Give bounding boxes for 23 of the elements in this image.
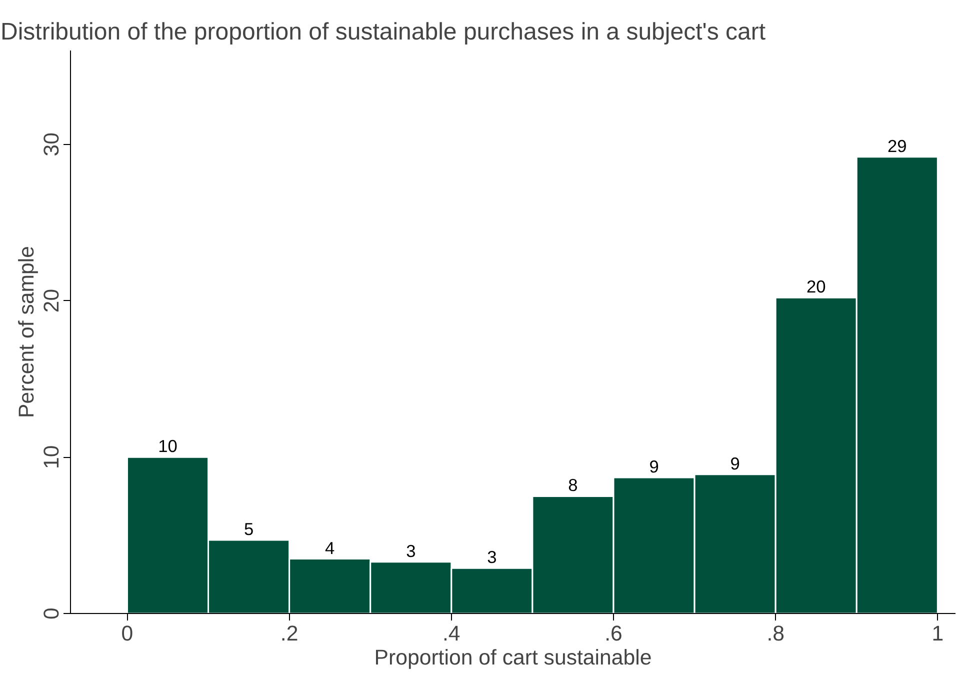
x-axis-title: Proportion of cart sustainable (374, 646, 652, 670)
y-axis-title: Percent of sample (14, 246, 38, 418)
x-tick-label: 1 (932, 622, 944, 646)
data-label: 29 (888, 136, 907, 156)
x-tick-label: .2 (280, 622, 298, 646)
y-tick-label: 0 (40, 607, 64, 620)
data-label: 3 (406, 540, 416, 561)
y-tick-label: 10 (40, 445, 64, 469)
data-label: 3 (487, 547, 497, 568)
x-tick-label: 0 (121, 622, 134, 646)
y-tick-label: 20 (40, 288, 64, 313)
y-tick-label: 30 (40, 132, 64, 156)
data-label: 20 (806, 276, 826, 297)
x-tick-label: .8 (766, 622, 784, 646)
data-label: 9 (649, 456, 659, 476)
data-label: 8 (568, 475, 578, 496)
chart-title: Distribution of the proportion of sustainable purchases in a subject's cart (0, 18, 766, 46)
data-label: 5 (244, 518, 254, 539)
x-tick-label: .4 (442, 622, 460, 646)
data-label: 10 (158, 436, 178, 456)
x-tick-label: .6 (604, 622, 622, 646)
data-label: 4 (325, 538, 336, 558)
data-label: 9 (730, 453, 740, 474)
